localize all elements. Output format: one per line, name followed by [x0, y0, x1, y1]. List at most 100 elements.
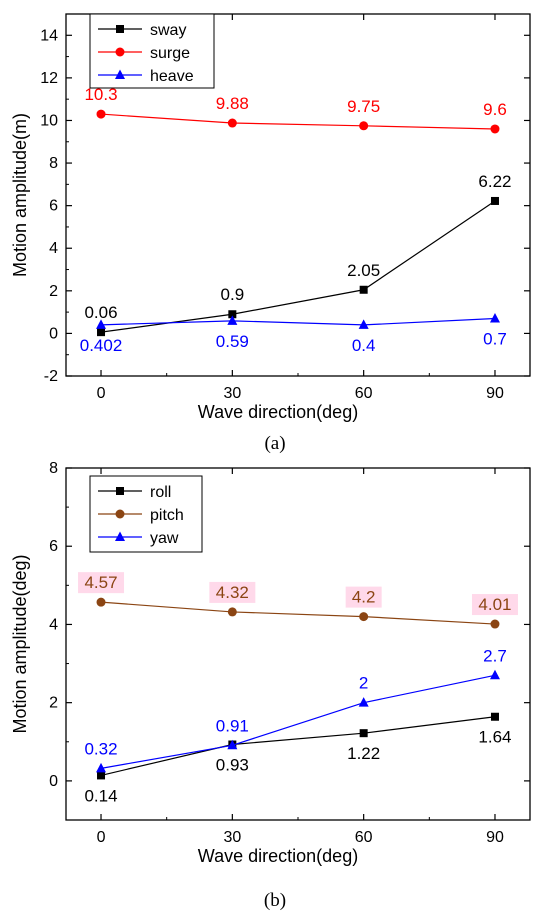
- data-label-yaw: 0.32: [84, 739, 117, 758]
- data-label-pitch: 4.32: [216, 583, 249, 602]
- data-label-highlight: [209, 581, 256, 603]
- data-point-roll: [97, 771, 106, 780]
- y-tick-label: 4: [49, 616, 58, 633]
- series-line-yaw: [100, 674, 496, 769]
- data-label-yaw: 2.7: [483, 646, 507, 665]
- legend-label: yaw: [150, 530, 179, 547]
- data-point-yaw: [96, 762, 107, 773]
- data-label-roll: 1.64: [478, 728, 511, 747]
- legend-marker: [116, 25, 124, 33]
- legend: sway surge heave: [89, 13, 215, 89]
- data-label-pitch: 4.01: [478, 595, 511, 614]
- y-axis-label: Motion amplitude(m): [10, 113, 30, 277]
- series-line-surge: [100, 113, 495, 130]
- data-point-yaw: [489, 669, 500, 680]
- y-tick-label: 0: [49, 773, 58, 790]
- data-point-sway: [490, 196, 499, 205]
- data-point-sway: [359, 285, 368, 294]
- data-point-surge: [359, 121, 369, 131]
- legend-marker: [115, 47, 125, 57]
- data-point-roll: [490, 712, 499, 721]
- legend-label: pitch: [150, 507, 184, 524]
- y-tick-label: 12: [40, 70, 58, 87]
- data-label-sway: 2.05: [347, 261, 380, 280]
- data-point-sway: [97, 328, 106, 337]
- legend-marker: [116, 487, 124, 495]
- y-tick-label: 4: [49, 240, 58, 257]
- data-point-pitch: [359, 612, 369, 622]
- x-tick-label: 60: [355, 385, 373, 402]
- y-tick-label: 2: [49, 283, 58, 300]
- series-heave: 0.402 0.59 0.4 0.7: [80, 313, 507, 355]
- data-point-heave: [96, 319, 107, 329]
- series-surge: 10.3 9.88 9.75 9.6: [84, 85, 507, 134]
- data-label-highlight: [471, 594, 518, 616]
- data-point-roll: [359, 729, 368, 738]
- data-label-roll: 1.22: [347, 744, 380, 763]
- legend-item-pitch: pitch: [98, 507, 184, 524]
- data-label-sway: 6.22: [478, 172, 511, 191]
- legend-marker: [115, 509, 125, 519]
- x-tick-label: 30: [223, 829, 241, 846]
- data-point-surge: [490, 124, 500, 134]
- legend-label: heave: [150, 68, 194, 85]
- y-tick-label: 10: [40, 112, 58, 129]
- legend-marker: [115, 69, 125, 79]
- series-line-heave: [101, 317, 496, 326]
- data-label-surge: 9.88: [216, 94, 249, 113]
- legend-label: sway: [150, 22, 186, 39]
- legend-marker: [115, 531, 125, 541]
- data-point-heave: [227, 315, 238, 325]
- legend-item-heave: heave: [98, 68, 194, 85]
- legend-box: [89, 13, 215, 89]
- y-tick-label: 0: [49, 325, 58, 342]
- data-label-roll: 0.93: [216, 756, 249, 775]
- data-label-surge: 9.75: [347, 97, 380, 116]
- data-point-yaw: [358, 697, 369, 707]
- data-point-surge: [227, 118, 237, 128]
- y-tick-label: 14: [40, 27, 58, 44]
- data-point-pitch: [490, 619, 500, 629]
- data-label-sway: 0.06: [84, 303, 117, 322]
- y-tick-label: 6: [49, 538, 58, 555]
- series-line-sway: [100, 200, 496, 333]
- data-point-surge: [96, 109, 106, 119]
- legend-item-yaw: yaw: [98, 530, 179, 547]
- y-tick-label: 2: [49, 695, 58, 712]
- data-label-surge: 10.3: [84, 85, 117, 104]
- data-point-heave: [358, 319, 369, 329]
- x-tick-label: 30: [223, 385, 241, 402]
- x-tick-label: 60: [355, 829, 373, 846]
- data-label-pitch: 4.2: [352, 588, 376, 607]
- series-pitch: 4.57 4.32 4.2 4.01: [78, 572, 518, 629]
- data-label-heave: 0.59: [216, 332, 249, 351]
- x-tick-label: 90: [486, 385, 504, 402]
- x-axis-label: Wave direction(deg): [198, 402, 358, 422]
- legend-label: surge: [150, 45, 190, 62]
- chart-panel-a: 0 30 60 90 -2 0 2 4 6 8 10 12 14 Wave direction(deg) M…: [10, 13, 531, 422]
- x-tick-label: 90: [486, 829, 504, 846]
- series-line-pitch: [100, 601, 496, 625]
- data-point-sway: [228, 310, 237, 319]
- data-label-yaw: 0.91: [216, 716, 249, 735]
- legend-item-roll: roll: [98, 484, 171, 501]
- data-label-sway: 0.9: [221, 285, 245, 304]
- data-point-pitch: [227, 607, 237, 617]
- legend-item-surge: surge: [98, 45, 190, 62]
- y-tick-label: 8: [49, 460, 58, 477]
- y-tick-label: -2: [44, 368, 58, 385]
- data-label-heave: 0.7: [483, 330, 507, 349]
- series-sway: 0.06 0.9 2.05 6.22: [84, 172, 512, 337]
- data-label-roll: 0.14: [84, 786, 117, 805]
- caption-a: (a): [264, 433, 285, 454]
- data-label-pitch: 4.57: [84, 573, 117, 592]
- data-label-surge: 9.6: [483, 100, 507, 119]
- series-yaw: 0.32 0.91 2 2.7: [84, 646, 507, 773]
- data-point-pitch: [96, 597, 106, 607]
- data-label-heave: 0.4: [352, 336, 376, 355]
- x-tick-label: 0: [97, 829, 106, 846]
- data-label-highlight: [78, 572, 125, 594]
- x-axis-label: Wave direction(deg): [198, 846, 358, 866]
- legend-label: roll: [150, 484, 171, 501]
